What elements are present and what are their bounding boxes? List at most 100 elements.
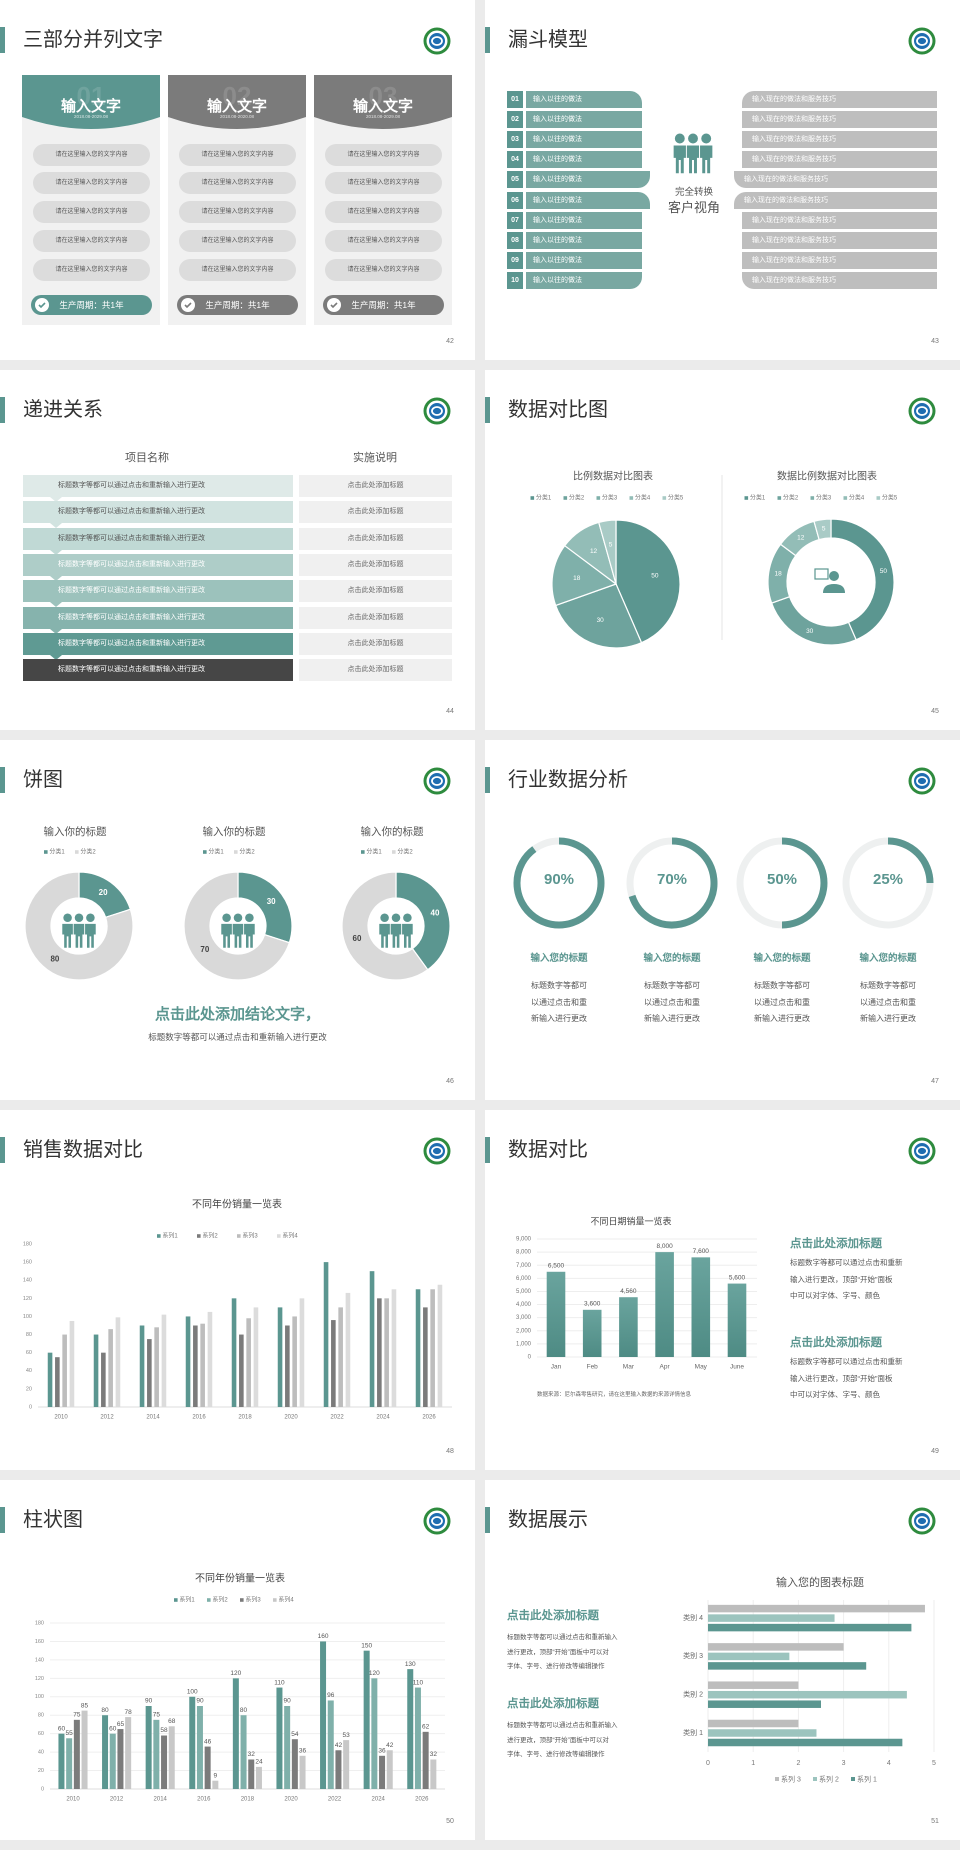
y-tick-label: 120 <box>35 1676 44 1682</box>
slide-49[interactable]: 数据对比 49 不同日期销量一览表 0 1,000 2,000 3,000 4,000 5,00… <box>485 1110 960 1470</box>
data-label: 50 <box>880 568 888 575</box>
bar-系列1-2020 <box>276 1687 283 1789</box>
card-heading: 输入文字 <box>60 98 121 115</box>
bar-系列4-2012 <box>115 1317 121 1407</box>
page-number: 44 <box>446 708 454 715</box>
data-label: 75 <box>153 1712 161 1719</box>
x-tick-label: 2010 <box>54 1415 68 1421</box>
slide-50[interactable]: 柱状图 50 不同年份销量一览表 系列1 系列2 系列3 系列4 0 20 40 60 80 100 12… <box>0 1480 475 1840</box>
data-label: 130 <box>405 1661 416 1668</box>
bar-系列4-2022 <box>343 1740 350 1789</box>
note-line: 标题数字等都可以通过点击和重新 <box>790 1258 903 1267</box>
center-caption-1: 完全转换 <box>674 187 713 198</box>
bar-系列3-2012 <box>117 1729 124 1789</box>
slide-43[interactable]: 漏斗模型 43 01 输入以往的做法 输入现在的做法和服务技巧 02 输入以往的做法 输入现在… <box>485 0 960 360</box>
legend-marker <box>277 1234 281 1238</box>
data-label: 40 <box>431 908 440 917</box>
note-line: 进行更改，顶部“开始”面板中可以对 <box>507 1736 609 1744</box>
legend-marker <box>207 1598 211 1602</box>
new-method-item: 输入现在的做法和服务技巧 <box>742 111 937 129</box>
slide-47[interactable]: 行业数据分析 47 90% 70% 50% 25% 输入您的标题 标题数字等都可 以通过点击和重… <box>485 740 960 1100</box>
page-number: 42 <box>446 338 454 345</box>
bar-系列3-2016 <box>204 1746 211 1789</box>
legend-marker <box>629 496 634 500</box>
title-accent-bar <box>0 27 5 53</box>
card-item: 请在这里输入您的文字内容 <box>325 172 442 194</box>
progress-row: 标题数字等都可以通过点击和重新输入进行更改 <box>23 606 293 629</box>
data-label: 36 <box>378 1748 386 1755</box>
pie-slice-分类2 <box>554 583 643 649</box>
logo-core <box>914 403 930 419</box>
x-tick-label: 2020 <box>284 1797 298 1803</box>
bar-系列4-2020 <box>299 1755 306 1789</box>
slide-51[interactable]: 数据展示 51 输入您的图表标题 0 1 2 3 4 5 类别 1 类别 2 类别 3 类别 4 系列 3… <box>485 1480 960 1840</box>
card-footer-text: 生产周期：共1年 <box>205 300 270 310</box>
slide-42[interactable]: 三部分并列文字 42 01 输入文字 2018.08-2029.08 请在这里输入您的文字… <box>0 0 475 360</box>
bar-系列1-2020 <box>277 1307 283 1407</box>
legend-item: 系列 3 <box>781 1774 801 1783</box>
slide-46[interactable]: 饼图 46 输入你的标题 分类1 分类2 20 80 输入你的标题 分类1 分类2 30 70 输入你的… <box>0 740 475 1100</box>
data-label: 58 <box>160 1727 168 1734</box>
new-method-item: 输入现在的做法和服务技巧 <box>742 251 937 269</box>
data-label: 36 <box>299 1748 307 1755</box>
bar-系列2-2012 <box>109 1733 116 1789</box>
metric-desc-line: 新输入进行更改 <box>531 1014 587 1023</box>
bar-系列2-2018 <box>240 1715 247 1789</box>
bar-系列2-2020 <box>285 1325 290 1407</box>
bar-系列 1-类别 2 <box>708 1700 821 1708</box>
x-tick-label: Mar <box>623 1364 635 1371</box>
slide-title: 饼图 <box>23 769 63 791</box>
card-number: 03 <box>368 81 398 111</box>
x-tick-label: 2026 <box>422 1415 436 1421</box>
bar-系列2-2024 <box>377 1298 382 1407</box>
bar-系列 2-类别 1 <box>708 1729 817 1737</box>
logo-emblem <box>423 1137 451 1165</box>
legend-marker <box>777 496 782 500</box>
progress-row: 标题数字等都可以通过点击和重新输入进行更改 <box>23 580 293 603</box>
legend-item: 分类2 <box>80 848 96 856</box>
slide-44[interactable]: 递进关系 44 项目名称 实施说明 标题数字等都可以通过点击和重新输入进行更改 点击此处添… <box>0 370 475 730</box>
pie-slice-分类5 <box>597 519 617 585</box>
metric-desc-line: 标题数字等都可 <box>754 981 810 990</box>
bar-系列4-2024 <box>386 1750 393 1789</box>
logo-emblem <box>908 1507 936 1535</box>
bar-系列1-2024 <box>369 1271 375 1407</box>
bar-系列4-2018 <box>253 1307 259 1407</box>
old-method-item: 输入以往的做法 <box>526 251 642 269</box>
bar-系列3-2020 <box>292 1316 297 1407</box>
note-title: 点击此处添加标题 <box>790 1337 882 1349</box>
data-label: 42 <box>386 1742 394 1749</box>
bar-系列4-2012 <box>125 1717 132 1789</box>
note-line: 标题数字等都可以通过点击和重新 <box>790 1357 903 1366</box>
step-number: 10 <box>507 271 523 289</box>
metric-desc-line: 以通过点击和重 <box>860 997 916 1007</box>
card-number: 02 <box>222 81 252 111</box>
data-label: 80 <box>50 954 59 963</box>
slide-title: 销售数据对比 <box>23 1139 143 1161</box>
bar-系列1-2022 <box>323 1262 329 1407</box>
bar-系列4-2014 <box>161 1314 167 1407</box>
data-label: 90 <box>196 1698 204 1705</box>
metric-desc-line: 以通过点击和重 <box>531 997 587 1007</box>
slide-48[interactable]: 销售数据对比 48 不同年份销量一览表 系列1 系列2 系列3 系列4 0 20 40 60 80 10… <box>0 1110 475 1470</box>
check-circle-icon <box>327 298 341 312</box>
slide-45[interactable]: 数据对比图 45 比例数据对比图表 分类1 分类2 分类3 分类4 分类5 50 30 18 12 5 数… <box>485 370 960 730</box>
legend-item: 分类1 <box>366 848 382 856</box>
y-tick-label: 0 <box>29 1404 32 1410</box>
progress-rings: 90% 70% 50% 25% <box>513 837 934 929</box>
bar-系列 1-类别 1 <box>708 1738 903 1747</box>
bar-系列4-2014 <box>168 1726 175 1789</box>
legend-item: 系列3 <box>245 1596 261 1604</box>
x-tick-label: 5 <box>932 1760 936 1767</box>
new-method-item: 输入现在的做法和服务技巧 <box>742 231 937 249</box>
progress-row-desc: 点击此处添加标题 <box>299 606 452 629</box>
speech-bubble <box>814 568 829 580</box>
chevron-notch <box>50 602 62 608</box>
y-tick-label: 20 <box>38 1768 44 1774</box>
chart-title: 输入您的图表标题 <box>776 1575 864 1589</box>
new-method-item: 输入现在的做法和服务技巧 <box>742 91 937 108</box>
data-label: 100 <box>187 1688 198 1695</box>
slide-title: 行业数据分析 <box>508 769 628 791</box>
y-tick-label: 60 <box>26 1350 32 1356</box>
